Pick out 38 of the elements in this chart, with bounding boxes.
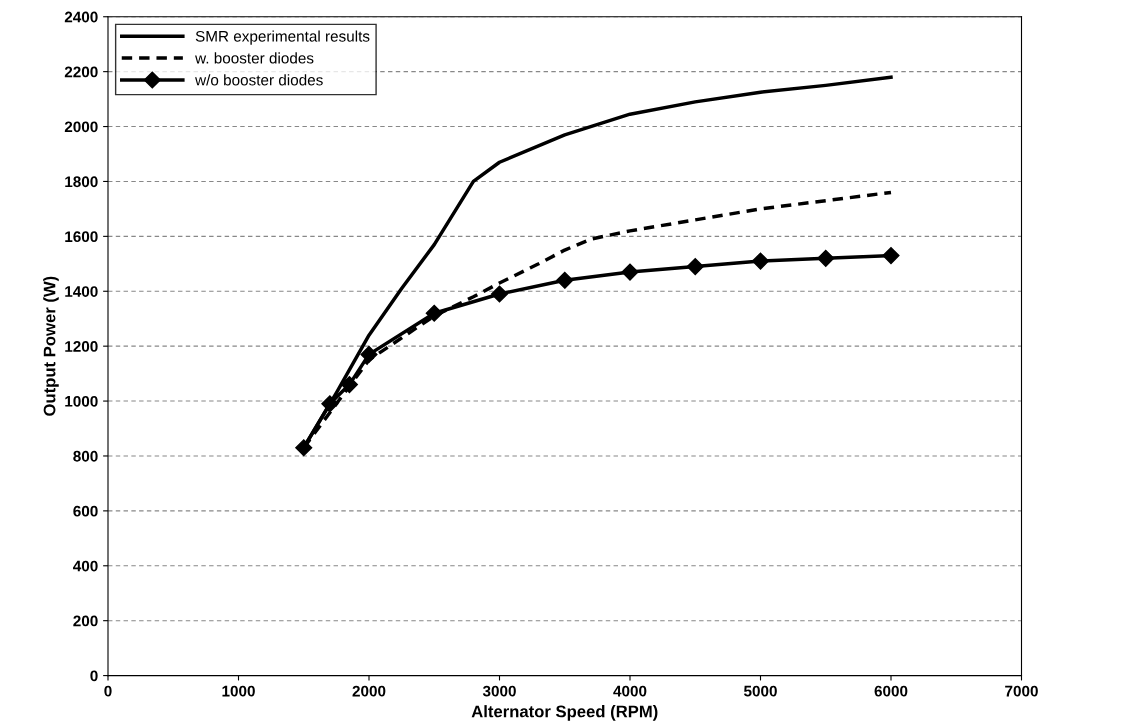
y-tick-label: 1400 [65, 286, 98, 297]
x-tick-label: 0 [104, 685, 112, 697]
point [686, 258, 704, 276]
y-tick-label: 1600 [65, 231, 98, 243]
x-tick-label: 7000 [1005, 685, 1038, 697]
y-tick-label: 800 [73, 450, 98, 462]
point [556, 271, 574, 289]
point [751, 252, 770, 270]
y-tick-label: 2400 [64, 11, 98, 23]
point [817, 249, 835, 267]
legend-label: w. booster diodes [195, 52, 314, 64]
x-tick-label: 1000 [222, 685, 255, 697]
x-tick-label: 4000 [613, 685, 647, 697]
point [340, 376, 358, 394]
y-tick-label: 1000 [65, 395, 98, 407]
x-tick-label: 2000 [352, 685, 386, 697]
y-tick-label: 2200 [64, 66, 98, 78]
point [360, 345, 378, 363]
point [490, 285, 509, 303]
point [425, 304, 443, 322]
y-tick-label: 600 [73, 505, 98, 517]
legend-label: w/o booster diodes [195, 74, 323, 86]
x-tick-label: 5000 [743, 685, 777, 697]
y-tick-label: 1800 [65, 176, 98, 188]
point [621, 263, 639, 281]
y-tick-label: 2000 [64, 121, 98, 133]
legend-label: SMR experimental results [195, 30, 370, 45]
point [321, 395, 339, 413]
y-tick-label: 1200 [65, 341, 98, 352]
y-tick-label: 0 [90, 670, 98, 682]
y-axis-title: Output Power (W) [43, 276, 59, 416]
y-tick-label: 200 [73, 615, 98, 627]
x-tick-label: 3000 [482, 685, 516, 697]
point [295, 439, 313, 457]
x-axis-title: Alternator Speed (RPM) [471, 705, 658, 721]
x-tick-label: 6000 [874, 685, 908, 697]
y-tick-label: 400 [73, 560, 98, 572]
point [882, 247, 900, 265]
